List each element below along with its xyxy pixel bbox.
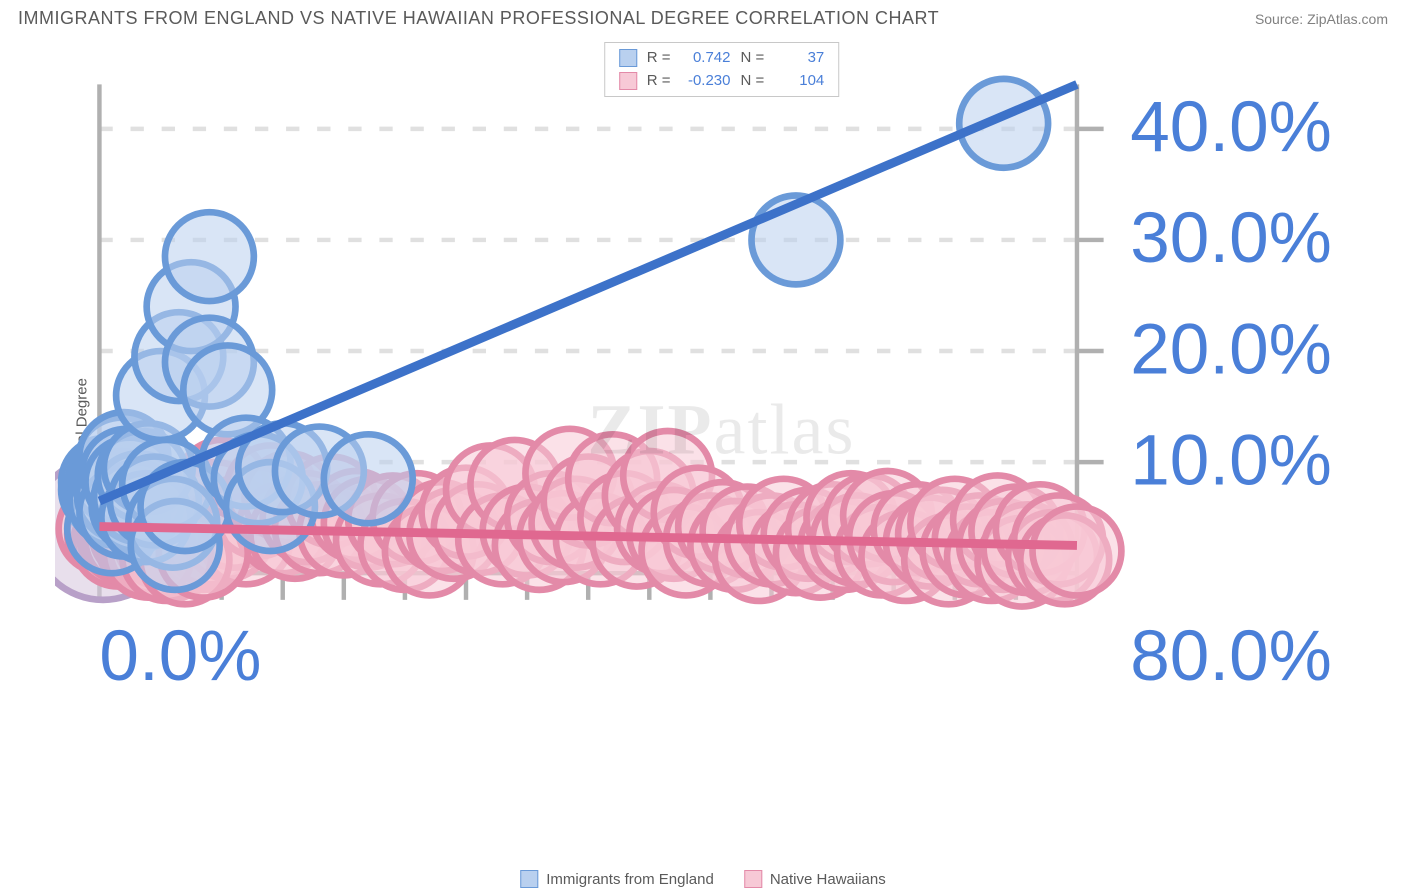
n-label: N =	[741, 47, 765, 70]
legend-item-1: Immigrants from England	[520, 870, 714, 888]
svg-text:30.0%: 30.0%	[1130, 199, 1332, 278]
bottom-legend: Immigrants from England Native Hawaiians	[520, 870, 885, 888]
stats-row-series-1: R = 0.742 N = 37	[619, 47, 825, 70]
chart-title: IMMIGRANTS FROM ENGLAND VS NATIVE HAWAII…	[18, 8, 939, 29]
r-value-2: -0.230	[681, 70, 731, 93]
r-value-1: 0.742	[681, 47, 731, 70]
swatch-series-2	[619, 72, 637, 90]
source-name: ZipAtlas.com	[1307, 11, 1388, 27]
n-value-1: 37	[774, 47, 824, 70]
r-label: R =	[647, 47, 671, 70]
legend-label-1: Immigrants from England	[546, 871, 714, 888]
n-label: N =	[741, 70, 765, 93]
source-prefix: Source:	[1255, 11, 1307, 27]
legend-label-2: Native Hawaiians	[770, 871, 886, 888]
swatch-series-1	[619, 49, 637, 67]
correlation-stats-box: R = 0.742 N = 37 R = -0.230 N = 104	[604, 42, 840, 97]
scatter-plot-svg: 10.0% 20.0% 30.0% 40.0% 0.0% 80.0%	[55, 40, 1388, 707]
legend-item-2: Native Hawaiians	[744, 870, 886, 888]
stats-row-series-2: R = -0.230 N = 104	[619, 70, 825, 93]
svg-text:10.0%: 10.0%	[1130, 421, 1332, 500]
legend-swatch-1	[520, 870, 538, 888]
svg-text:0.0%: 0.0%	[99, 617, 261, 696]
r-label: R =	[647, 70, 671, 93]
svg-text:80.0%: 80.0%	[1130, 617, 1332, 696]
svg-text:40.0%: 40.0%	[1130, 88, 1332, 167]
chart-area: 10.0%20.0%30.0%40.0%0.0%80.0% ZIPatlas R…	[55, 40, 1388, 852]
source-attribution: Source: ZipAtlas.com	[1255, 11, 1388, 27]
n-value-2: 104	[774, 70, 824, 93]
svg-text:20.0%: 20.0%	[1130, 310, 1332, 389]
legend-swatch-2	[744, 870, 762, 888]
chart-header: IMMIGRANTS FROM ENGLAND VS NATIVE HAWAII…	[0, 0, 1406, 33]
